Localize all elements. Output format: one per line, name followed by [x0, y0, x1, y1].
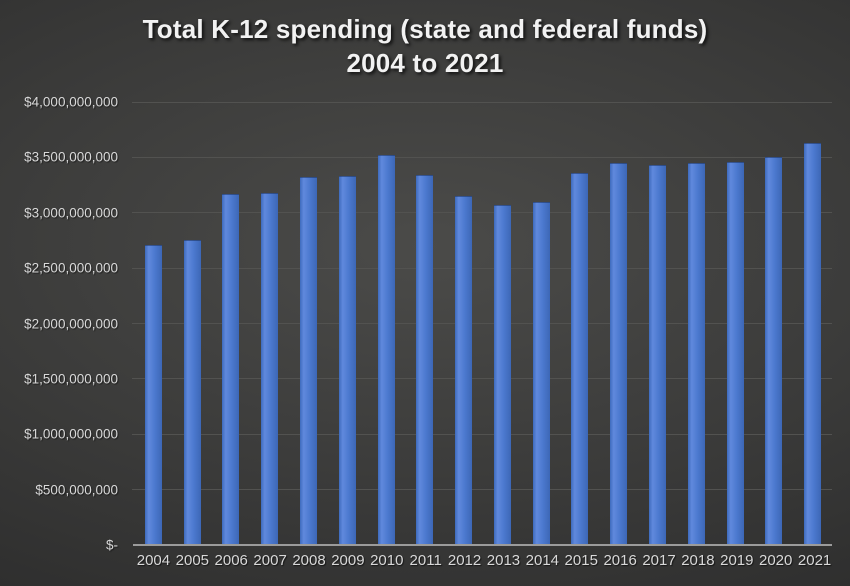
bar-2014 [532, 201, 550, 545]
x-tick-label-2013: 2013 [486, 552, 521, 569]
bar-series [134, 102, 832, 545]
y-tick-label: $3,000,000,000 [24, 205, 118, 221]
x-tick-label-2014: 2014 [525, 552, 560, 569]
bar-2007 [261, 192, 279, 545]
bar-2021 [804, 142, 822, 545]
x-tick-label-2016: 2016 [603, 552, 637, 569]
gridline [132, 212, 832, 214]
x-axis-line [133, 544, 832, 546]
gridline [132, 489, 832, 491]
x-tick-label-2020: 2020 [759, 552, 793, 569]
plot-area [132, 101, 832, 546]
bar-2005 [183, 240, 201, 545]
y-axis: $4,000,000,000 $3,500,000,000 $3,000,000,0… [0, 95, 118, 553]
bar-2011 [416, 175, 434, 545]
x-tick-label-2007: 2007 [253, 552, 287, 569]
x-axis-labels: 2004 2005 2006 2007 2008 2009 2010 2011 2012 2013… [134, 552, 834, 569]
bar-2020 [765, 157, 783, 545]
bar-slot-2021 [793, 102, 832, 545]
y-tick-label: $2,000,000,000 [24, 316, 118, 331]
gridline [132, 433, 832, 435]
bar-2013 [493, 205, 511, 545]
bar-2017 [649, 165, 667, 545]
bar-slot-2020 [755, 102, 794, 545]
bar-slot-2009 [328, 102, 367, 545]
bar-slot-2010 [367, 102, 406, 545]
y-tick-label: $4,000,000,000 [24, 94, 118, 110]
bar-slot-2015 [561, 102, 600, 545]
bar-slot-2018 [677, 102, 716, 545]
bar-slot-2006 [212, 102, 251, 545]
bar-slot-2016 [599, 102, 638, 545]
bar-2009 [338, 176, 356, 545]
bar-2016 [610, 162, 628, 545]
x-tick-label-2021: 2021 [797, 552, 832, 569]
bar-slot-2011 [405, 102, 444, 545]
x-tick-label-2012: 2012 [447, 552, 482, 569]
bar-2018 [687, 162, 705, 545]
bar-slot-2004 [134, 102, 173, 545]
gridline [132, 323, 832, 324]
x-tick-label-2017: 2017 [642, 552, 676, 569]
x-tick-label-2019: 2019 [720, 552, 754, 569]
x-tick-label-2008: 2008 [292, 552, 326, 569]
y-tick-label: $500,000,000 [35, 482, 118, 498]
bar-slot-2005 [173, 102, 212, 545]
bar-2006 [222, 193, 240, 545]
bar-2008 [300, 177, 318, 545]
bar-slot-2014 [522, 102, 561, 545]
y-tick-label: $1,500,000,000 [24, 371, 118, 387]
x-tick-label-2006: 2006 [214, 552, 248, 569]
gridline [132, 156, 832, 158]
bar-2004 [144, 244, 162, 545]
x-tick-label-2011: 2011 [409, 552, 442, 569]
bar-slot-2007 [250, 102, 289, 545]
y-tick-label: $- [105, 537, 118, 553]
bar-2015 [571, 172, 589, 545]
bar-2010 [377, 155, 395, 545]
x-tick-label-2015: 2015 [564, 552, 598, 569]
y-tick-label: $2,500,000,000 [24, 260, 118, 276]
bar-slot-2019 [716, 102, 755, 545]
bar-slot-2013 [483, 102, 522, 545]
gridline [132, 101, 832, 103]
bar-2019 [726, 161, 744, 545]
x-tick-label-2018: 2018 [681, 552, 715, 569]
x-tick-label-2010: 2010 [370, 552, 404, 569]
y-tick-label: $1,000,000,000 [24, 426, 118, 442]
chart-title: Total K-12 spending (state and federal f… [142, 14, 708, 44]
y-tick-label: $3,500,000,000 [24, 149, 118, 165]
x-tick-label-2004: 2004 [136, 552, 171, 569]
x-tick-label-2005: 2005 [175, 552, 210, 569]
chart-subtitle: 2004 to 2021 [346, 48, 504, 78]
gridline [132, 378, 832, 380]
bar-2012 [455, 196, 473, 545]
chart-title-block: Total K-12 spending (state and federal f… [0, 12, 850, 80]
bar-slot-2008 [289, 102, 328, 545]
bar-slot-2017 [638, 102, 677, 545]
bar-slot-2012 [444, 102, 483, 545]
x-tick-label-2009: 2009 [331, 552, 365, 569]
gridline [132, 267, 832, 269]
